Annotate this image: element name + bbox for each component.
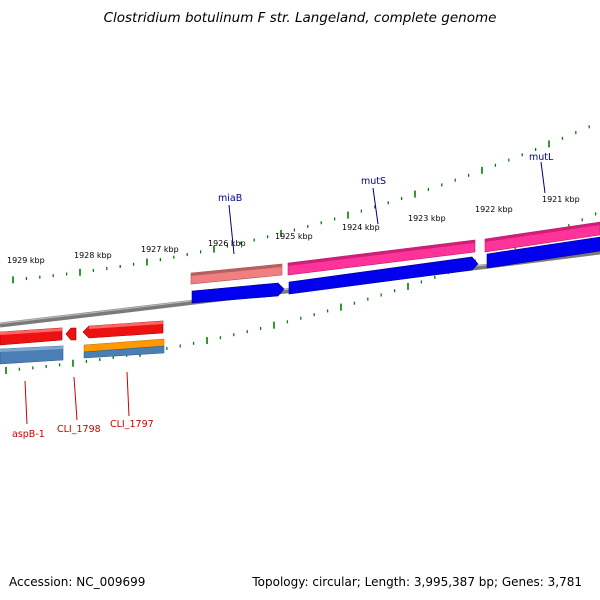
gene-track-lower bbox=[0, 320, 165, 365]
gene-label-CLI_1798[interactable]: CLI_1798 bbox=[57, 424, 101, 435]
kbp-label-1925: 1925 kbp bbox=[275, 232, 313, 241]
gene-label-miaB[interactable]: miaB bbox=[218, 193, 242, 204]
gene-label-mutL[interactable]: mutL bbox=[529, 152, 554, 163]
kbp-label-1922: 1922 kbp bbox=[475, 205, 513, 214]
kbp-label-1926: 1926 kbp bbox=[208, 239, 246, 248]
gene-label-mutS[interactable]: mutS bbox=[361, 176, 386, 187]
gene-CLI_1797-region-blue[interactable] bbox=[83, 345, 165, 359]
map-title: Clostridium botulinum F str. Langeland, … bbox=[103, 10, 497, 26]
kbp-label-1928: 1928 kbp bbox=[74, 251, 112, 260]
gene-label-aspB-1[interactable]: aspB-1 bbox=[12, 429, 45, 440]
gene-CLI_1798-arrow[interactable] bbox=[65, 327, 77, 341]
kbp-label-1924: 1924 kbp bbox=[342, 223, 380, 232]
gene-track-upper bbox=[190, 221, 600, 304]
gene-mutS-arrow[interactable] bbox=[288, 256, 479, 295]
kbp-label-1923: 1923 kbp bbox=[408, 214, 446, 223]
kbp-ticks-upper bbox=[12, 125, 590, 284]
kbp-label-1929: 1929 kbp bbox=[7, 256, 45, 265]
gene-miaB-arrow[interactable] bbox=[191, 282, 285, 304]
kbp-label-1927: 1927 kbp bbox=[141, 245, 179, 254]
gene-mutL-arrow[interactable] bbox=[486, 236, 600, 269]
accession-text: Accession: NC_009699 bbox=[9, 575, 146, 589]
gene-label-CLI_1797[interactable]: CLI_1797 bbox=[110, 419, 154, 430]
kbp-label-1921: 1921 kbp bbox=[542, 195, 580, 204]
gene-callouts bbox=[24, 161, 546, 425]
genome-summary-text: Topology: circular; Length: 3,995,387 bp… bbox=[252, 575, 582, 589]
